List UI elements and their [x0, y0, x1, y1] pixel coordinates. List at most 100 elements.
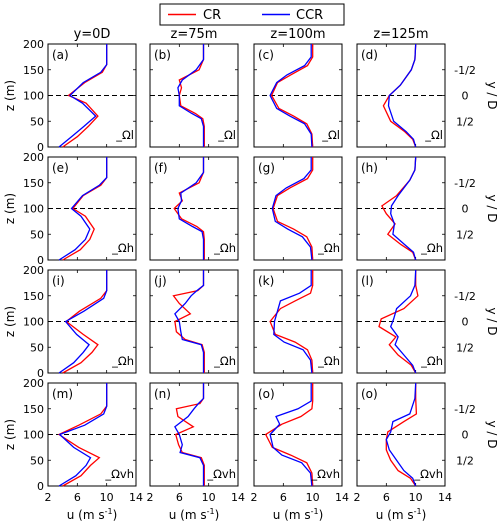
panel-letter: (k) [258, 274, 274, 288]
panel-letter: (d) [361, 48, 378, 62]
x-axis-label: u (m s-1) [169, 507, 220, 522]
x-tick-label: 14 [438, 491, 452, 504]
panel-o2: (o) _Ωvh [356, 382, 446, 487]
x-axis-label-sup: -1 [105, 507, 113, 516]
x-tick-label: 14 [129, 491, 143, 504]
panel-letter: (n) [154, 387, 171, 401]
row-tag: _Ωl [217, 128, 236, 142]
series-line-cr [173, 157, 205, 260]
x-axis-label-main: u (m s [67, 508, 105, 522]
panel-letter: (c) [258, 48, 274, 62]
y-axis-label: z (m) [3, 419, 17, 450]
panel-i: (i) _Ωh [47, 269, 137, 374]
series-line-cr [270, 44, 314, 148]
panel-grid: (a) _Ωl (b) _Ωl (c) _Ωl (d) _Ωl (e) _Ωh (f) _Ωh (g) _… [47, 43, 446, 487]
y-tick-label: 0 [37, 367, 44, 380]
legend-label-cr: CR [203, 8, 221, 23]
y-tick-label: 100 [23, 203, 44, 216]
series-line-ccr [269, 44, 313, 148]
column-titles: y=0D z=75m z=100m z=125m [74, 27, 429, 42]
series-line-ccr [58, 383, 108, 487]
y-tick-label: 150 [23, 290, 44, 303]
x-axis-label-close: ) [319, 508, 324, 522]
x-axis-label-sup: -1 [207, 507, 215, 516]
right-tick-label: 1/2 [456, 115, 474, 128]
series-line-ccr [387, 43, 417, 148]
panel-g: (g) _Ωh [253, 156, 343, 261]
x-axis-label-main: u (m s [376, 508, 414, 522]
column-title: z=75m [171, 27, 218, 42]
panel-letter: (a) [52, 48, 69, 62]
series-line-cr [264, 383, 314, 487]
series-line-cr [378, 270, 419, 374]
row-tag: _Ωh [111, 354, 134, 368]
right-tick-label: 0 [462, 429, 469, 442]
x-tick-label: 6 [74, 491, 81, 504]
panel-a: (a) _Ωl [47, 43, 137, 148]
row-tag: _Ωh [420, 241, 443, 255]
series-line-ccr [385, 382, 417, 487]
right-tick-label: -1/2 [454, 64, 476, 77]
y-tick-label: 200 [23, 264, 44, 277]
x-axis-label-sup: -1 [414, 507, 422, 516]
series-line-cr [272, 157, 314, 261]
row-tag: _Ωh [213, 354, 236, 368]
series-line-ccr [58, 270, 108, 374]
series-line-ccr [58, 157, 108, 261]
x-axis-label-main: u (m s [273, 508, 311, 522]
row-tag: _Ωh [317, 354, 340, 368]
column-title: z=100m [270, 27, 325, 42]
y-axis-label: z (m) [3, 306, 17, 337]
right-axis-label: y / D [485, 194, 499, 222]
row-tag: _Ωvh [104, 467, 134, 481]
x-tick-label: 10 [100, 491, 114, 504]
right-tick-label: 0 [462, 316, 469, 329]
x-axis: 2 6 10 14u (m s-1)2 6 10 14u (m s-1)2 6 10 14u (m… [45, 491, 453, 522]
right-tick-label: 0 [462, 203, 469, 216]
row-tag: _Ωh [213, 241, 236, 255]
y-tick-label: 0 [37, 254, 44, 267]
panel-letter: (f) [154, 161, 168, 175]
row-tag: _Ωl [321, 128, 340, 142]
series-line-ccr [269, 383, 313, 487]
y-tick-label: 50 [30, 115, 44, 128]
y-tick-label: 200 [23, 377, 44, 390]
row-tag: _Ωl [115, 128, 134, 142]
y-axis-left: 0 50 100 150 200 z (m) 0 50 100 150 200 z (m) 0 50 100… [3, 38, 44, 493]
panel-d: (d) _Ωl [356, 43, 446, 148]
series-line-ccr [389, 269, 417, 374]
y-axis-right: -1/201/2y / D-1/201/2y / D-1/201/2y / D-… [454, 64, 499, 468]
x-tick-label: 2 [147, 491, 154, 504]
y-tick-label: 0 [37, 480, 44, 493]
x-tick-label: 14 [231, 491, 245, 504]
right-tick-label: 0 [462, 90, 469, 103]
series-line-cr [174, 383, 205, 486]
x-tick-label: 14 [335, 491, 349, 504]
y-tick-label: 150 [23, 64, 44, 77]
panel-m: (m) _Ωvh [47, 382, 137, 487]
y-axis-label: z (m) [3, 193, 17, 224]
panel-n: (n) _Ωvh [149, 382, 239, 487]
panel-letter: (l) [361, 274, 374, 288]
x-axis-label: u (m s-1) [376, 507, 427, 522]
y-tick-label: 100 [23, 429, 44, 442]
row-tag: _Ωh [420, 354, 443, 368]
right-tick-label: -1/2 [454, 403, 476, 416]
series-line-ccr [390, 156, 417, 261]
series-line-cr [57, 383, 108, 487]
right-axis-label: y / D [485, 420, 499, 448]
x-tick-label: 10 [409, 491, 423, 504]
y-tick-label: 100 [23, 90, 44, 103]
x-axis-label-close: ) [422, 508, 427, 522]
row-tag: _Ωh [111, 241, 134, 255]
y-tick-label: 50 [30, 341, 44, 354]
row-tag: _Ωh [317, 241, 340, 255]
legend-box [159, 3, 345, 26]
legend-label-ccr: CCR [296, 8, 323, 23]
y-tick-label: 150 [23, 403, 44, 416]
series-line-ccr [271, 157, 313, 261]
panel-e: (e) _Ωh [47, 156, 137, 261]
x-tick-label: 6 [383, 491, 390, 504]
series-line-cr [62, 270, 108, 374]
